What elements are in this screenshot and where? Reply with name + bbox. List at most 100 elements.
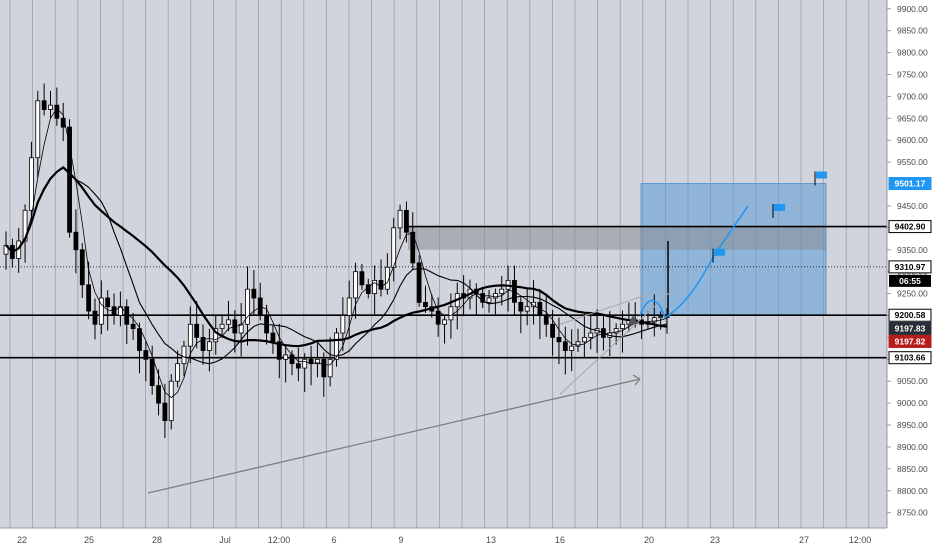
candle-body — [302, 358, 308, 369]
candle-body — [283, 354, 289, 360]
time-axis-background[interactable] — [0, 528, 887, 550]
moving-average-layer — [5, 107, 668, 399]
x-tick-label: 28 — [152, 535, 162, 545]
candle-body — [206, 341, 212, 351]
y-tick-label: 9850.00 — [897, 26, 928, 36]
y-tick-label: 8950.00 — [897, 420, 928, 430]
y-tick-label: 8750.00 — [897, 508, 928, 518]
channel-line — [559, 277, 686, 395]
y-tick-label: 9250.00 — [897, 289, 928, 299]
resistance-box — [408, 226, 826, 250]
candle-body — [480, 293, 486, 303]
candle-body — [372, 280, 378, 294]
candle-body — [48, 104, 53, 110]
candle-body — [569, 345, 575, 351]
x-tick-label: 25 — [84, 535, 94, 545]
candle-body — [442, 319, 447, 325]
y-tick-label: 9650.00 — [897, 113, 928, 123]
moving-average-slow — [5, 165, 668, 348]
candle-body — [499, 288, 505, 294]
y-tick-label: 9050.00 — [897, 376, 928, 386]
y-tick-label: 9700.00 — [897, 91, 928, 101]
y-tick-label: 9450.00 — [897, 201, 928, 211]
candle-body — [251, 288, 257, 299]
y-tick-label: 9550.00 — [897, 157, 928, 167]
candle-body — [124, 306, 130, 325]
price-tag-label: 9197.83 — [895, 323, 926, 333]
price-tag-label: 9200.58 — [895, 310, 926, 320]
candle-body — [486, 297, 492, 303]
grid-layer — [9, 0, 870, 528]
candle-body — [79, 249, 85, 286]
candle-body — [213, 328, 219, 343]
candle-body — [219, 323, 225, 330]
candle-body — [226, 319, 231, 325]
candle-body — [22, 209, 28, 242]
candle-body — [149, 358, 155, 386]
price-tag-label: 9402.90 — [895, 222, 926, 232]
candle-body — [327, 358, 333, 378]
candle-body — [620, 323, 625, 330]
price-tag-label: 9501.17 — [895, 179, 926, 189]
candle-body — [35, 100, 41, 159]
candle-body — [92, 310, 98, 325]
candle-body — [550, 323, 555, 338]
price-tag — [888, 220, 932, 234]
candle-body — [543, 315, 549, 325]
x-tick-label: 12:00 — [849, 535, 872, 545]
flag-marker — [816, 171, 827, 179]
candle-body — [575, 341, 581, 347]
x-tick-label: 23 — [710, 535, 720, 545]
x-tick-label: 16 — [555, 535, 565, 545]
channel-line — [559, 293, 651, 325]
arrow-up-marker — [628, 315, 638, 325]
candle-body — [340, 315, 346, 334]
overlay-layer — [147, 171, 827, 494]
candle-body — [353, 271, 358, 299]
candle-body — [588, 332, 594, 338]
candle-body — [435, 310, 441, 325]
candle-body — [423, 301, 428, 308]
countdown-tag — [889, 274, 931, 287]
candle-body — [105, 297, 111, 308]
flag-marker — [774, 204, 785, 212]
candle-body — [334, 332, 339, 360]
x-tick-label: 20 — [644, 535, 654, 545]
candle-body — [404, 209, 409, 233]
y-tick-label: 9350.00 — [897, 245, 928, 255]
candle-body — [492, 293, 498, 299]
x-tick-label: 22 — [17, 535, 27, 545]
candle-body — [518, 301, 524, 312]
projection-path — [639, 205, 749, 319]
candle-body — [3, 244, 9, 255]
candle-body — [524, 306, 530, 312]
x-tick-label: 6 — [331, 535, 336, 545]
candle-body — [67, 126, 72, 233]
candle-body — [98, 297, 104, 325]
candle-body — [73, 231, 79, 251]
countdown-label: 06:55 — [899, 276, 921, 286]
price-tag-layer: 9501.17 9402.90 9310.97 9200.58 9197.83 9197.… — [888, 177, 932, 365]
candle-body — [86, 284, 92, 312]
candle-body — [276, 341, 282, 360]
candle-body — [54, 104, 60, 119]
candle-body — [137, 328, 142, 351]
candle-body — [270, 332, 276, 343]
trend-arrow-line — [147, 378, 641, 494]
candle-body — [416, 262, 422, 303]
candle-body — [448, 306, 454, 321]
candle-body — [41, 100, 47, 110]
y-tick-label: 9900.00 — [897, 4, 928, 14]
candle-body — [238, 323, 244, 334]
moving-average-fast — [5, 107, 668, 399]
candle-body — [187, 323, 193, 347]
price-tag-label: 9197.82 — [895, 336, 926, 346]
y-tick-label: 9600.00 — [897, 135, 928, 145]
candle-body — [245, 288, 250, 325]
price-tag — [888, 321, 932, 335]
candle-body — [613, 328, 619, 334]
moving-average-mid — [5, 166, 668, 365]
candle-body — [156, 385, 161, 404]
